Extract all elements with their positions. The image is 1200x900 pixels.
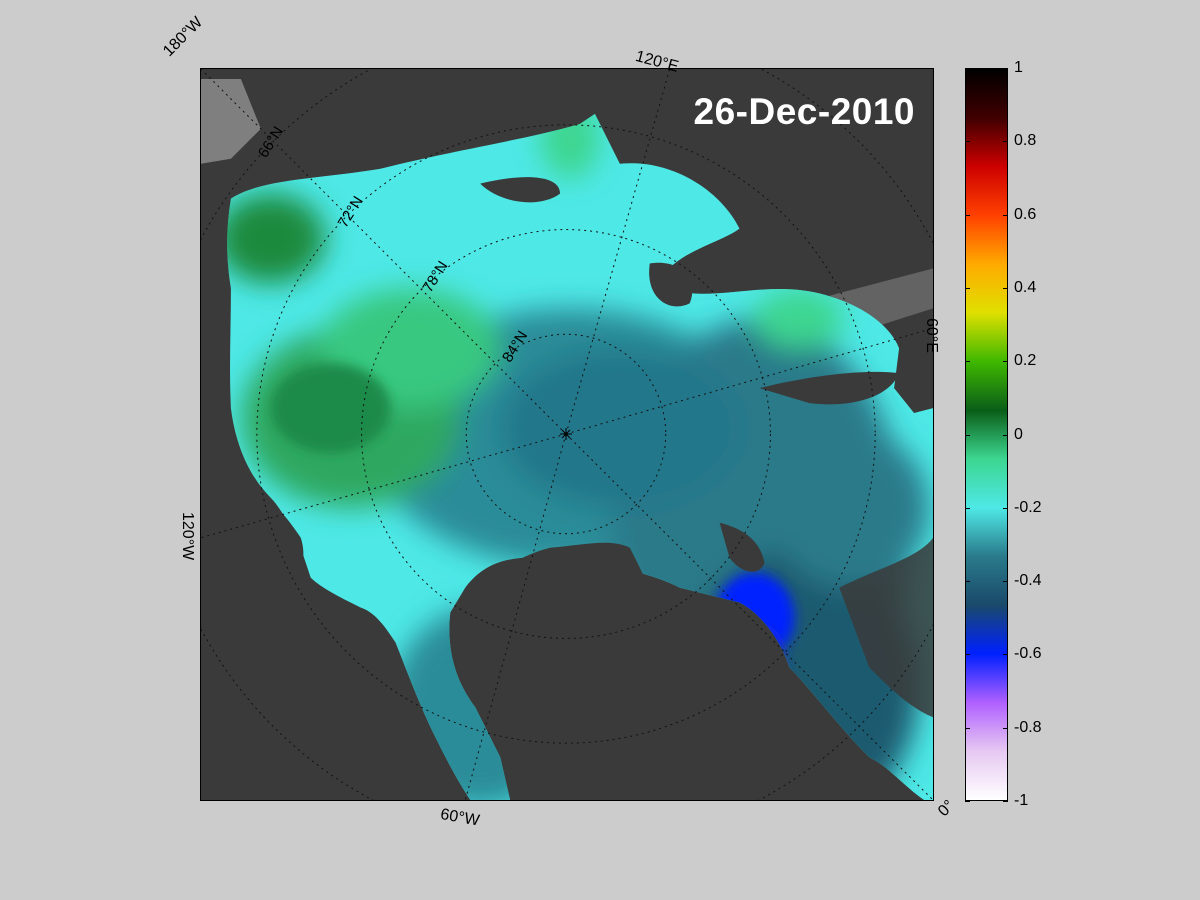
lon-label-120w: 120°W (179, 512, 196, 561)
novaya-zemlya (759, 371, 900, 405)
lat-circle-84 (465, 333, 667, 535)
colorbar-tick-label: 0 (1014, 425, 1023, 443)
map-canvas: 66°N 72°N 78°N 84°N (201, 69, 933, 800)
severnaya-zemlya (649, 262, 693, 307)
svalbard (719, 522, 765, 572)
colorbar-tick-mark (1003, 801, 1008, 802)
meridian-60e (565, 327, 933, 435)
colorbar-tick-mark (1003, 287, 1008, 289)
date-label: 26-Dec-2010 (693, 91, 915, 132)
canadian-archipelago (201, 477, 304, 668)
colorbar-tick-mark (1003, 581, 1008, 583)
other-land-patch (201, 78, 261, 164)
greenland (450, 542, 685, 800)
colorbar-tick-mark (965, 507, 970, 509)
colorbar-tick-mark (965, 654, 970, 656)
colorbar-tick-mark (1003, 727, 1008, 729)
colorbar-tick-label: 0.2 (1014, 352, 1037, 370)
baffin-land (201, 752, 331, 800)
colorbar-tick-mark (1003, 507, 1008, 509)
lon-label-0: 0° (935, 797, 958, 821)
north-pole-marker (560, 428, 572, 440)
colorbar-tick-mark (1003, 434, 1008, 436)
colorbar-tick-mark (965, 141, 970, 143)
lon-label-60w: 60°W (439, 806, 481, 830)
colorbar-tick-label: 0.6 (1014, 205, 1037, 223)
colorbar-tick-label: -0.6 (1014, 645, 1042, 663)
colorbar-tick-label: -0.4 (1014, 572, 1042, 590)
lat-circle-78 (361, 229, 771, 639)
colorbar-tick-mark (965, 801, 970, 802)
scandinavia (839, 537, 933, 718)
colorbar-tick-mark (1003, 214, 1008, 216)
colorbar-tick-mark (965, 361, 970, 363)
colorbar (965, 68, 1008, 801)
meridian-0 (565, 433, 933, 800)
lat-circle-72 (256, 124, 876, 744)
colorbar-tick-mark (1003, 141, 1008, 143)
colorbar-tick-mark (1003, 654, 1008, 656)
colorbar-tick-mark (965, 214, 970, 216)
arctic-map: 66°N 72°N 78°N 84°N 26-Dec-2010 (200, 68, 934, 801)
graticule (201, 69, 933, 800)
colorbar-tick-mark (1003, 361, 1008, 363)
meridian-180 (201, 69, 567, 435)
colorbar-tick-mark (965, 68, 970, 69)
colorbar-tick-label: 1 (1014, 59, 1023, 76)
colorbar-tick-label: 0.4 (1014, 278, 1037, 296)
colorbar-tick-label: -0.2 (1014, 498, 1042, 516)
land-masses (201, 177, 933, 800)
colorbar-tick-label: 0.8 (1014, 132, 1037, 150)
colorbar-tick-label: -0.8 (1014, 718, 1042, 736)
colorbar-tick-mark (965, 434, 970, 436)
colorbar-tick-mark (965, 287, 970, 289)
colorbar-tick-label: -1 (1014, 792, 1029, 809)
lon-label-180w: 180°W (160, 13, 207, 61)
new-siberian-islands (480, 177, 561, 203)
colorbar-tick-mark (1003, 68, 1008, 69)
colorbar-tick-mark (965, 581, 970, 583)
colorbar-tick-mark (965, 727, 970, 729)
lon-label-60e: 60°E (923, 318, 940, 353)
